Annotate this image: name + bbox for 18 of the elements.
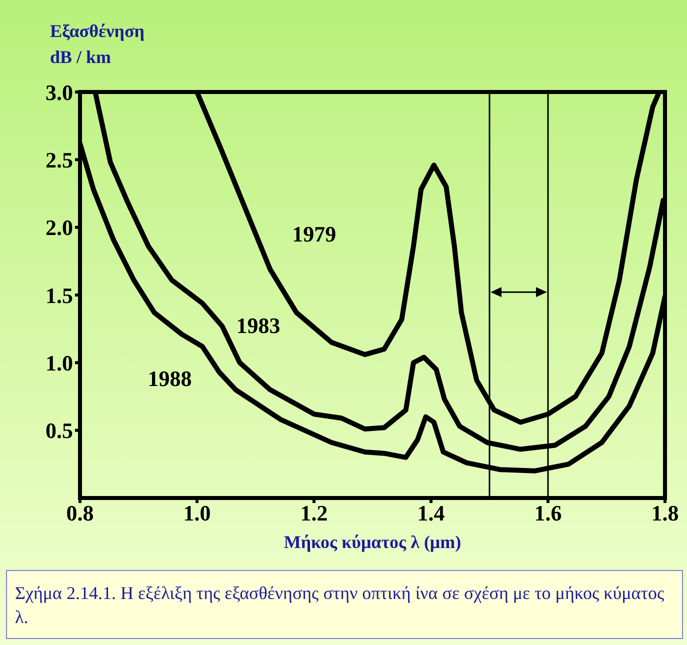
x-axis-title: Μήκος κύματος λ (μm) <box>282 532 462 553</box>
x-tick-label: 1.0 <box>183 500 211 526</box>
x-tick-label: 1.2 <box>300 500 328 526</box>
y-tick-label: 0.5 <box>46 418 73 444</box>
series-label: 1983 <box>236 313 280 338</box>
y-tick-label: 1.0 <box>46 350 73 376</box>
x-tick-label: 1.8 <box>651 500 679 526</box>
x-tick-label: 0.8 <box>66 500 94 526</box>
y-axis-title: Εξασθένηση dB / km <box>50 20 144 69</box>
y-tick-label: 1.5 <box>46 282 73 308</box>
x-tick-label: 1.4 <box>417 500 445 526</box>
series-label: 1988 <box>148 366 192 392</box>
series-label: 1979 <box>292 221 336 246</box>
y-tick-label: 2.5 <box>46 147 73 172</box>
x-tick-label: 1.6 <box>534 500 562 526</box>
y-tick-label: 2.0 <box>46 215 73 240</box>
text: Σχήμα 2.14.1. Η εξέλιξη της εξασθένησης στην οπτική ίνα σε σχέση με το μήκος κύματος λ. <box>15 582 666 629</box>
y-tick-label: 3.0 <box>46 80 73 105</box>
